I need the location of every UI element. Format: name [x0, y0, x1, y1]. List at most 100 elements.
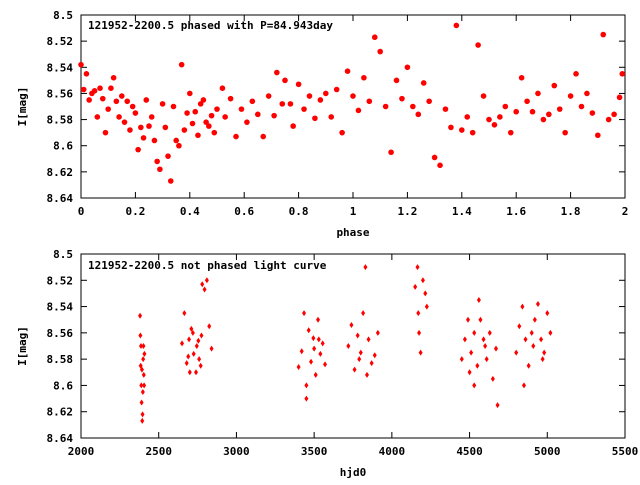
y-tick-label: 8.64 [47, 192, 74, 205]
data-point [312, 115, 318, 122]
data-point [197, 356, 202, 363]
data-point [206, 123, 212, 129]
data-point [129, 103, 136, 110]
data-point [127, 127, 133, 133]
data-point [320, 340, 325, 347]
data-point [209, 345, 214, 352]
x-tick-label: 1.6 [506, 205, 526, 218]
data-point [194, 343, 199, 349]
data-point [366, 336, 371, 343]
data-point [302, 310, 307, 317]
data-point [203, 119, 209, 125]
data-point [138, 343, 143, 349]
data-point [399, 95, 405, 102]
y-tick-label: 8.6 [53, 140, 73, 153]
data-point [296, 364, 301, 371]
data-point [316, 336, 321, 343]
data-point [349, 321, 354, 328]
data-point [472, 329, 477, 336]
data-point [540, 116, 547, 123]
data-point [190, 329, 195, 336]
data-point [491, 122, 498, 128]
plot-frame [80, 253, 626, 439]
data-point [431, 154, 438, 161]
data-point [316, 316, 321, 323]
data-point [306, 93, 313, 99]
data-point [490, 375, 495, 382]
data-point [611, 111, 617, 118]
y-tick-label: 8.52 [47, 35, 74, 48]
data-point [423, 290, 428, 297]
data-point [159, 101, 166, 107]
phased-light-curve-chart: 0 0.2 0.4 0.6 0.8 1 1.2 1.4 1.6 1.8 2 8.5 8.52 8.54 8.… [16, 9, 628, 239]
data-point [369, 360, 374, 367]
data-point [139, 382, 144, 389]
data-point [420, 277, 425, 284]
data-point [142, 350, 147, 357]
data-point [556, 106, 563, 112]
data-point [495, 402, 500, 409]
data-point [484, 356, 489, 363]
data-point [357, 356, 362, 363]
data-point [371, 34, 378, 41]
data-point [142, 382, 147, 389]
data-point [306, 327, 311, 334]
data-point [274, 69, 280, 76]
x-tick-label: 5000 [534, 445, 561, 458]
data-point [279, 101, 286, 107]
data-point [208, 112, 215, 119]
y-tick-label: 8.62 [47, 166, 74, 179]
x-tick-label: 1.2 [397, 205, 417, 218]
x-tick-label: 2500 [145, 445, 172, 458]
data-point [619, 71, 626, 77]
data-point [513, 108, 519, 115]
data-point [139, 399, 144, 406]
data-point [102, 129, 109, 136]
data-point [254, 111, 261, 118]
data-point [194, 369, 199, 376]
data-point [424, 303, 429, 310]
data-point [529, 329, 534, 336]
data-point [238, 106, 245, 112]
data-point [323, 90, 329, 97]
data-point [157, 166, 163, 173]
data-point [317, 97, 324, 103]
data-point [233, 133, 239, 140]
data-point [404, 64, 411, 71]
data-point [475, 42, 481, 48]
data-point [524, 98, 530, 105]
data-point [301, 106, 307, 112]
data-point [214, 106, 220, 112]
data-point [487, 329, 492, 336]
data-point [418, 349, 423, 356]
y-axis-label: I[mag] [16, 326, 29, 366]
data-point [437, 162, 443, 169]
data-point [333, 86, 340, 93]
data-point [480, 93, 487, 99]
data-point [197, 101, 204, 107]
data-point [562, 129, 568, 136]
data-point [578, 103, 585, 110]
data-point [507, 129, 514, 136]
y-tick-label: 8.54 [47, 301, 74, 314]
data-point [448, 124, 454, 131]
x-tick-label: 1.4 [452, 205, 472, 218]
data-point [140, 417, 145, 424]
data-point [531, 343, 536, 349]
data-point [244, 119, 250, 125]
data-point [304, 382, 309, 389]
data-point [198, 362, 203, 369]
data-point [486, 116, 492, 123]
data-point [517, 323, 522, 330]
data-point [304, 395, 309, 402]
data-point [282, 77, 288, 84]
data-point [415, 264, 420, 271]
data-point [271, 112, 277, 119]
x-tick-label: 4000 [379, 445, 406, 458]
data-point [200, 281, 205, 288]
data-point [393, 77, 400, 84]
data-point [178, 61, 185, 68]
data-point [110, 74, 117, 81]
